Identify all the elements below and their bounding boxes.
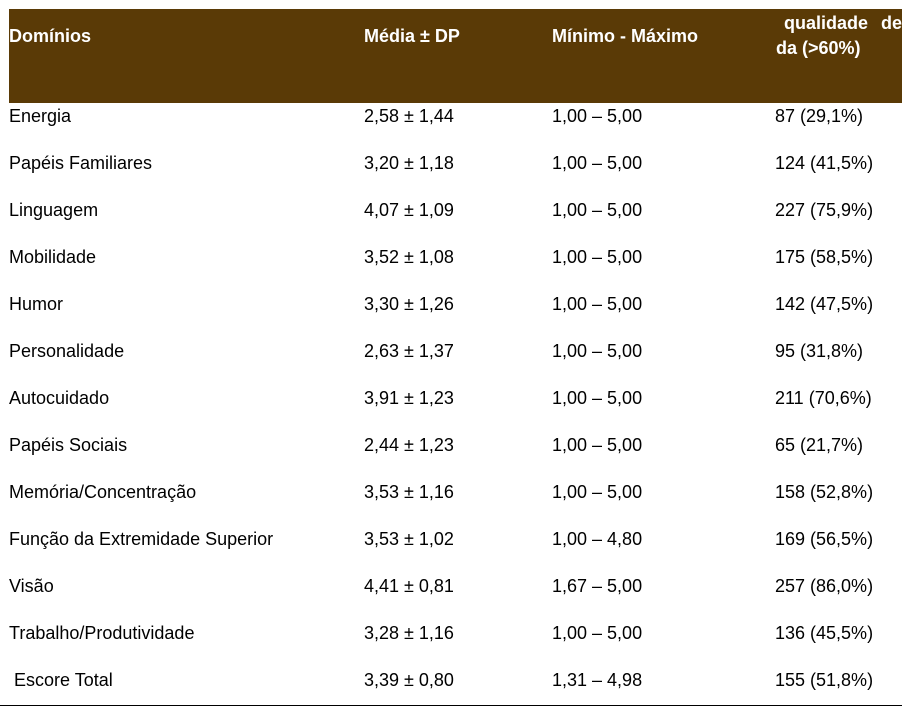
cell-dominio: Mobilidade [9, 247, 97, 267]
cell-dominio: Humor [9, 294, 64, 314]
table-row: Linguagem 4,07 ± 1,09 1,00 – 5,00 227 (7… [9, 197, 902, 244]
cell-range: 1,00 – 5,00 [552, 482, 643, 502]
domains-table: Domínios Média ± DP Mínimo - Máximo a qu… [9, 9, 902, 714]
cell-qv: 87 (29,1%) [775, 106, 864, 126]
cell-range: 1,31 – 4,98 [552, 670, 643, 690]
table-row: Função da Extremidade Superior 3,53 ± 1,… [9, 526, 902, 573]
table-row: Energia 2,58 ± 1,44 1,00 – 5,00 87 (29,1… [9, 103, 902, 150]
cell-media: 3,28 ± 1,16 [364, 623, 454, 643]
cell-qv: 136 (45,5%) [775, 623, 874, 643]
cell-media: 3,53 ± 1,16 [364, 482, 454, 502]
table-row-total: Escore Total 3,39 ± 0,80 1,31 – 4,98 155… [9, 667, 902, 714]
cell-qv: 95 (31,8%) [775, 341, 864, 361]
cell-dominio: Papéis Familiares [9, 153, 153, 173]
table-row: Papéis Sociais 2,44 ± 1,23 1,00 – 5,00 6… [9, 432, 902, 479]
cell-qv: 65 (21,7%) [775, 435, 864, 455]
cell-dominio: Linguagem [9, 200, 99, 220]
header-min-max: Mínimo - Máximo [552, 26, 699, 46]
cell-media: 3,53 ± 1,02 [364, 529, 454, 549]
header-media-dp: Média ± DP [364, 26, 460, 46]
table-body: Energia 2,58 ± 1,44 1,00 – 5,00 87 (29,1… [9, 103, 902, 714]
header-dominios: Domínios [9, 26, 92, 46]
cell-media: 2,63 ± 1,37 [364, 341, 454, 361]
cell-qv: 227 (75,9%) [775, 200, 874, 220]
cell-range: 1,00 – 5,00 [552, 623, 643, 643]
cell-range: 1,67 – 5,00 [552, 576, 643, 596]
cell-qv: 175 (58,5%) [775, 247, 874, 267]
cell-range: 1,00 – 5,00 [552, 106, 643, 126]
header-qualidade: a qualidade de vida (>60%) [775, 13, 902, 58]
cell-dominio: Trabalho/Produtividade [9, 623, 195, 643]
cell-range: 1,00 – 5,00 [552, 294, 643, 314]
table-header: Domínios Média ± DP Mínimo - Máximo a qu… [9, 9, 902, 103]
table-row: Humor 3,30 ± 1,26 1,00 – 5,00 142 (47,5%… [9, 291, 902, 338]
cell-range: 1,00 – 5,00 [552, 247, 643, 267]
cell-dominio: Função da Extremidade Superior [9, 529, 274, 549]
cell-media: 2,44 ± 1,23 [364, 435, 454, 455]
table-row: Mobilidade 3,52 ± 1,08 1,00 – 5,00 175 (… [9, 244, 902, 291]
cell-dominio: Memória/Concentração [9, 482, 197, 502]
cell-dominio: Papéis Sociais [9, 435, 128, 455]
cell-media: 3,52 ± 1,08 [364, 247, 454, 267]
cell-media: 3,20 ± 1,18 [364, 153, 454, 173]
cell-qv: 155 (51,8%) [775, 670, 874, 690]
cell-qv: 211 (70,6%) [775, 388, 872, 408]
cell-dominio: Escore Total [9, 670, 113, 690]
cell-media: 4,41 ± 0,81 [364, 576, 454, 596]
cell-media: 4,07 ± 1,09 [364, 200, 454, 220]
table-row: Memória/Concentração 3,53 ± 1,16 1,00 – … [9, 479, 902, 526]
cell-media: 3,91 ± 1,23 [364, 388, 454, 408]
cell-range: 1,00 – 5,00 [552, 153, 643, 173]
table-row: Personalidade 2,63 ± 1,37 1,00 – 5,00 95… [9, 338, 902, 385]
cell-media: 3,39 ± 0,80 [364, 670, 454, 690]
table-row: Trabalho/Produtividade 3,28 ± 1,16 1,00 … [9, 620, 902, 667]
header-qualidade-cell: a qualidade de vida (>60%) [775, 9, 902, 103]
cell-range: 1,00 – 4,80 [552, 529, 643, 549]
table-row: Visão 4,41 ± 0,81 1,67 – 5,00 257 (86,0%… [9, 573, 902, 620]
cell-dominio: Autocuidado [9, 388, 110, 408]
table-row: Autocuidado 3,91 ± 1,23 1,00 – 5,00 211 … [9, 385, 902, 432]
cell-range: 1,00 – 5,00 [552, 435, 643, 455]
cell-range: 1,00 – 5,00 [552, 388, 643, 408]
cell-qv: 257 (86,0%) [775, 576, 874, 596]
cell-range: 1,00 – 5,00 [552, 200, 643, 220]
cell-dominio: Energia [9, 106, 72, 126]
cell-dominio: Personalidade [9, 341, 125, 361]
cell-range: 1,00 – 5,00 [552, 341, 643, 361]
cell-dominio: Visão [9, 576, 54, 596]
table-row: Papéis Familiares 3,20 ± 1,18 1,00 – 5,0… [9, 150, 902, 197]
table-bottom-rule [0, 705, 902, 706]
cell-qv: 169 (56,5%) [775, 529, 874, 549]
cell-media: 2,58 ± 1,44 [364, 106, 454, 126]
cell-qv: 142 (47,5%) [775, 294, 874, 314]
cell-qv: 124 (41,5%) [775, 153, 874, 173]
cell-qv: 158 (52,8%) [775, 482, 874, 502]
cell-media: 3,30 ± 1,26 [364, 294, 454, 314]
